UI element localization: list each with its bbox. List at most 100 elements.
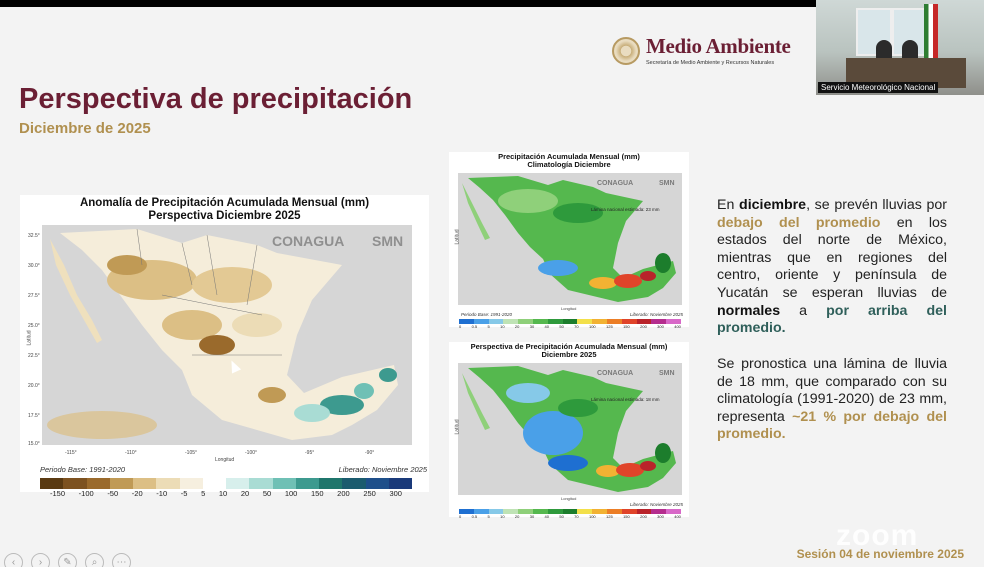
anomaly-map-image [42, 225, 412, 445]
colorbar-swatch [518, 319, 533, 324]
lat-tick: 32.5° [28, 233, 40, 239]
video-participant-tile[interactable]: Servicio Meteorológico Nacional [816, 0, 984, 95]
text-segment: en los estados del norte de México, mien… [717, 214, 947, 301]
perspective-xlabel: Longitud [561, 496, 577, 501]
smn-logo: SMN [372, 233, 404, 249]
colorbar-swatch [666, 509, 681, 514]
conagua-logo-small: CONAGUA [597, 180, 634, 187]
colorbar-tick-label: 20 [240, 489, 250, 498]
conagua-logo: CONAGUA [272, 233, 345, 249]
climatology-xlabel: Longitud [561, 306, 577, 311]
colorbar-tick-label: 125 [606, 514, 613, 519]
anomaly-colorbar [40, 478, 412, 489]
pen-icon[interactable]: ✎ [58, 553, 77, 567]
climatology-map-panel: Precipitación Acumulada Mensual (mm) Cli… [449, 152, 689, 329]
slide-subtitle: Diciembre de 2025 [19, 120, 151, 137]
climatology-colorbar [459, 319, 681, 324]
perspective-lamina: Lámina nacional estimada: 18 mm [591, 397, 660, 402]
climatology-footer-release: Liberado: Noviembre 2025 [629, 312, 683, 317]
smn-logo-small: SMN [659, 370, 675, 377]
colorbar-swatch [40, 478, 64, 489]
colorbar-swatch [532, 319, 548, 324]
colorbar-tick-label: 40 [544, 324, 549, 329]
colorbar-swatch [562, 509, 578, 514]
colorbar-swatch [202, 478, 226, 489]
colorbar-swatch [592, 509, 607, 514]
lon-tick: -95° [305, 450, 315, 456]
brand-subtitle: Secretaría de Medio Ambiente y Recursos … [646, 60, 775, 66]
colorbar-swatch [503, 319, 519, 324]
lat-tick: 22.5° [28, 353, 40, 359]
lat-tick: 25.0° [28, 323, 40, 329]
description-paragraph-2: Se pronostica una lámina de lluvia de 18… [717, 356, 947, 444]
colorbar-tick-label: -150 [50, 489, 66, 498]
perspective-footer-release: Liberado: Noviembre 2025 [629, 502, 683, 507]
person-silhouette [876, 40, 892, 62]
perspective-colorbar [459, 509, 681, 514]
colorbar-swatch [179, 478, 203, 489]
colorbar-swatch [577, 319, 593, 324]
next-slide-icon[interactable]: › [31, 553, 50, 567]
lat-tick: 20.0° [28, 383, 40, 389]
text-segment: , se prevén lluvias por [806, 197, 947, 213]
colorbar-tick-label: 70 [574, 514, 579, 519]
slide: Medio Ambiente Secretaría de Medio Ambie… [0, 7, 984, 567]
colorbar-tick-label: -100 [78, 489, 94, 498]
zoom-watermark: zoom [836, 519, 919, 552]
colorbar-tick-label: -20 [131, 489, 143, 498]
perspective-colorbar-ticks: 0 0.5 5 10 20 30 40 50 70 100 125 150 200 300 400 [459, 514, 681, 519]
top-bar [0, 0, 984, 7]
colorbar-tick-label: 400 [674, 514, 681, 519]
anomaly-map-title: Anomalía de Precipitación Acumulada Mens… [20, 197, 429, 223]
brand-name: Medio Ambiente [646, 34, 791, 58]
colorbar-tick-label: 0.5 [471, 324, 478, 329]
zoom-icon[interactable]: ⌕ [85, 553, 104, 567]
colorbar-swatch [272, 478, 296, 489]
anomaly-footer-release: Liberado: Noviembre 2025 [338, 465, 427, 474]
perspective-map-title: Perspectiva de Precipitación Acumulada M… [449, 343, 689, 359]
colorbar-tick-label: 40 [544, 514, 549, 519]
colorbar-tick-label: 300 [657, 324, 664, 329]
colorbar-tick-label: 70 [574, 324, 579, 329]
government-seal-icon [612, 37, 640, 65]
colorbar-tick-label: 50 [559, 324, 564, 329]
perspective-map-panel: Perspectiva de Precipitación Acumulada M… [449, 342, 689, 519]
text-highlight-below: debajo del promedio [717, 214, 881, 231]
colorbar-swatch [606, 509, 622, 514]
session-date: Sesión 04 de noviembre 2025 [796, 547, 964, 561]
colorbar-tick-label: 0.5 [471, 514, 478, 519]
lon-tick: -115° [65, 450, 77, 456]
mexico-flag-icon [924, 4, 938, 60]
colorbar-tick-label: 300 [657, 514, 664, 519]
colorbar-tick-label: -10 [156, 489, 168, 498]
colorbar-swatch [666, 319, 681, 324]
lat-tick: 15.0° [28, 441, 40, 447]
colorbar-swatch [621, 509, 637, 514]
climatology-lamina: Lámina nacional estimada: 23 mm [591, 207, 660, 212]
colorbar-tick-label: 30 [529, 514, 535, 519]
colorbar-swatch [547, 319, 563, 324]
climatology-title-line2: Climatología Diciembre [527, 160, 611, 169]
colorbar-tick-label: 150 [623, 324, 630, 329]
colorbar-swatch [606, 319, 622, 324]
anomaly-ylabel: Latitud [26, 330, 33, 346]
text-segment: Se pronostica una lámina de lluvia de 18… [717, 356, 947, 425]
colorbar-tick-label: 150 [623, 514, 630, 519]
climatology-colorbar-ticks: 0 0.5 5 10 20 30 40 50 70 100 125 150 200 300 400 [459, 324, 681, 329]
colorbar-tick-label: 50 [262, 489, 272, 498]
colorbar-swatch [518, 509, 533, 514]
colorbar-tick-label: 300 [389, 489, 402, 498]
perspective-title-line2: Diciembre 2025 [541, 350, 597, 359]
climatology-footer-base: Periodo Base: 1991-2020 [461, 312, 513, 317]
colorbar-swatch [319, 478, 343, 489]
colorbar-swatch [592, 319, 607, 324]
more-options-icon[interactable]: ⋯ [112, 553, 131, 567]
colorbar-swatch [577, 509, 593, 514]
participant-name-label: Servicio Meteorológico Nacional [818, 82, 939, 93]
colorbar-swatch [342, 478, 366, 489]
previous-slide-icon[interactable]: ‹ [4, 553, 23, 567]
presentation-controls: ‹ › ✎ ⌕ ⋯ [4, 553, 131, 567]
colorbar-tick-label: 250 [363, 489, 376, 498]
colorbar-swatch [621, 319, 637, 324]
lon-tick: -105° [185, 450, 198, 456]
